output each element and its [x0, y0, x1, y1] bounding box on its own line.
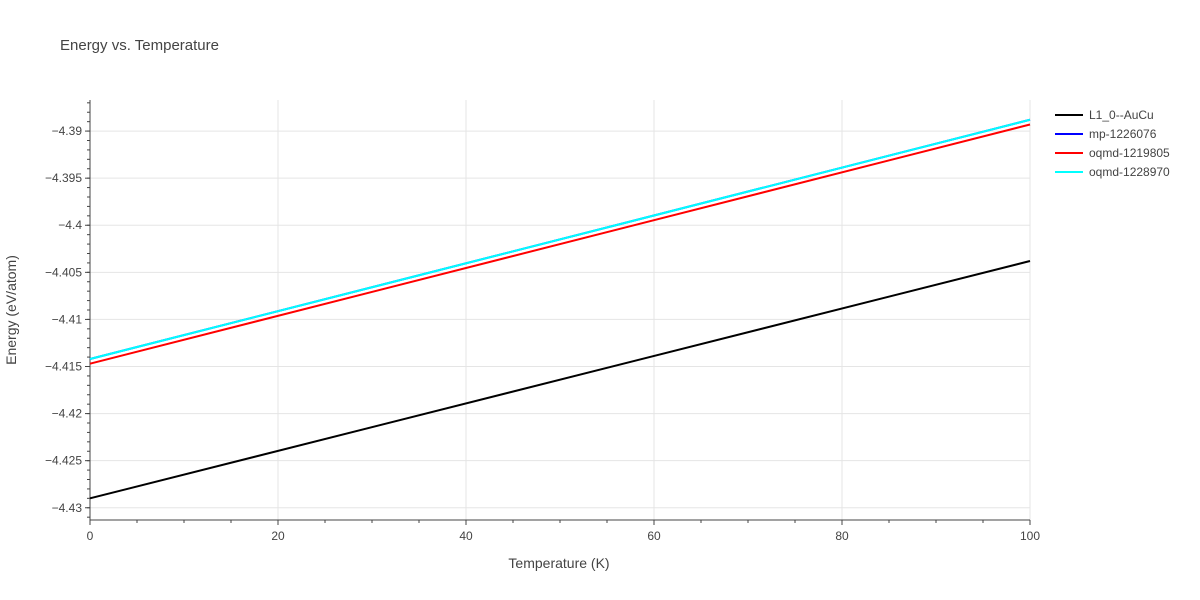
- legend-label: oqmd-1219805: [1089, 146, 1170, 160]
- y-tick-label: −4.415: [45, 360, 82, 374]
- y-tick-label: −4.395: [45, 171, 82, 185]
- y-tick-label: −4.4: [58, 218, 82, 232]
- x-tick-label: 20: [271, 529, 285, 543]
- y-tick-label: −4.42: [52, 407, 83, 421]
- y-tick-label: −4.425: [45, 454, 82, 468]
- legend-item[interactable]: oqmd-1219805: [1055, 146, 1170, 160]
- x-tick-label: 40: [459, 529, 473, 543]
- legend-label: mp-1226076: [1089, 127, 1157, 141]
- legend[interactable]: L1_0--AuCu mp-1226076 oqmd-1219805 oqmd-122…: [1055, 108, 1170, 179]
- y-axis-title: Energy (eV/atom): [3, 255, 19, 365]
- series-line-oqmd-1228970: [89, 118, 1031, 360]
- y-tick-label: −4.41: [52, 312, 83, 326]
- legend-item[interactable]: oqmd-1228970: [1055, 165, 1170, 179]
- series-line-l1-0-aucu: [89, 260, 1031, 500]
- x-tick-label: 100: [1020, 529, 1040, 543]
- grid-layer: [90, 100, 1031, 520]
- legend-item[interactable]: mp-1226076: [1055, 127, 1157, 141]
- chart-title: Energy vs. Temperature: [60, 37, 219, 54]
- y-tick-label: −4.43: [52, 501, 83, 515]
- series-line-oqmd-1219805: [89, 123, 1031, 365]
- legend-item[interactable]: L1_0--AuCu: [1055, 108, 1154, 122]
- legend-label: oqmd-1228970: [1089, 165, 1170, 179]
- x-tick-label: 80: [835, 529, 849, 543]
- x-axis-title: Temperature (K): [508, 555, 609, 571]
- x-tick-label: 0: [87, 529, 94, 543]
- tick-labels: 0 20 40 60 80 100 −4.43 −4.425 −4.42 −4.415 −4.41 −…: [45, 124, 1040, 543]
- series-layer: [89, 118, 1031, 500]
- legend-label: L1_0--AuCu: [1089, 108, 1154, 122]
- x-tick-label: 60: [647, 529, 661, 543]
- y-tick-label: −4.39: [52, 124, 83, 138]
- y-tick-label: −4.405: [45, 265, 82, 279]
- minor-ticks: [85, 100, 1031, 525]
